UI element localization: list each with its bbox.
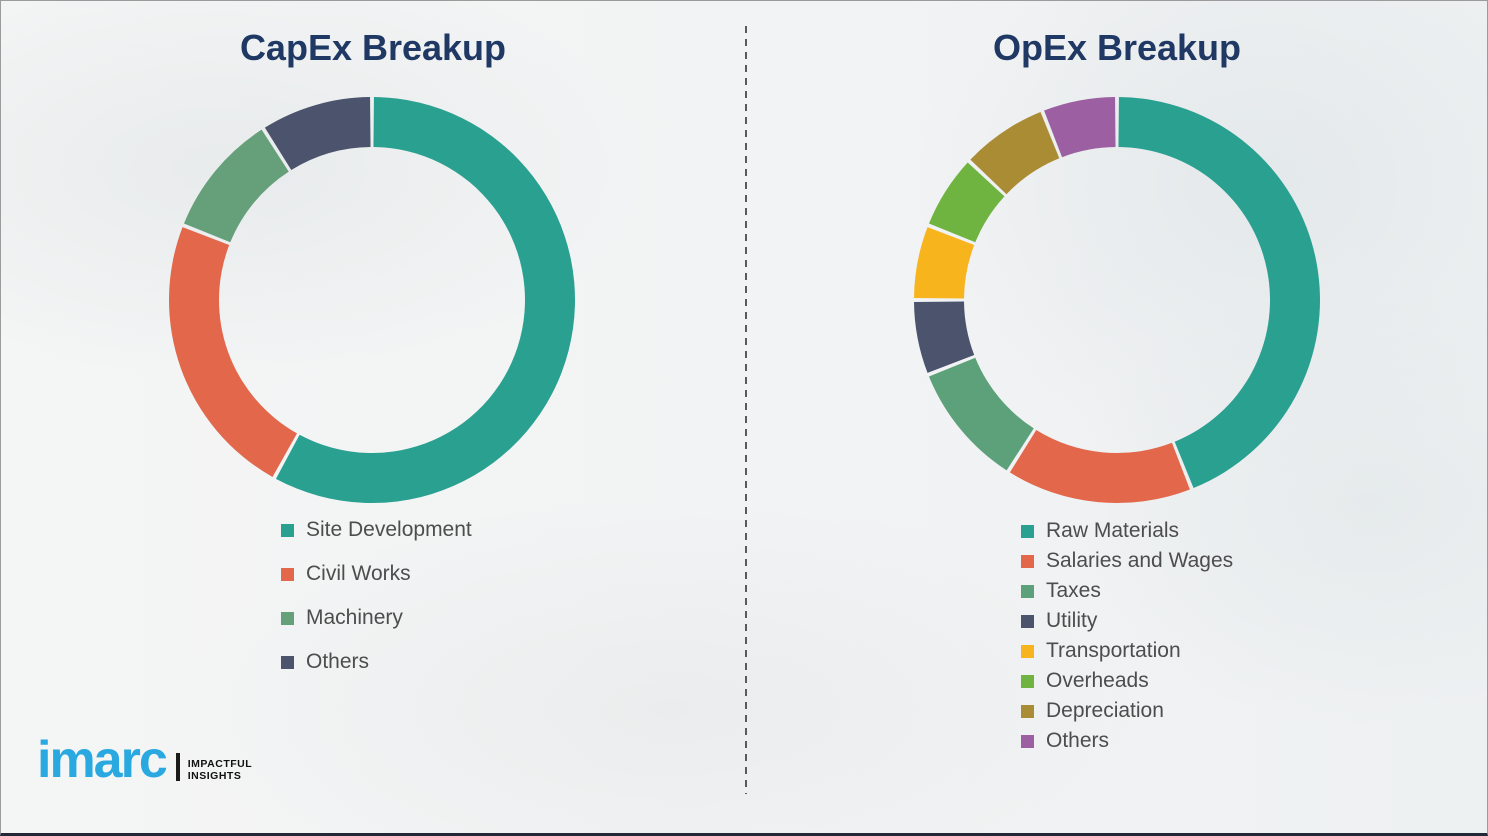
legend-label: Utility	[1046, 609, 1098, 632]
legend-swatch-icon	[1021, 524, 1034, 538]
legend-swatch-icon	[281, 655, 294, 669]
imarc-logo: imarc IMPACTFUL INSIGHTS	[37, 731, 252, 789]
opex-donut-chart	[914, 97, 1321, 503]
donut-segment-civil-works	[169, 227, 298, 477]
capex-title: CapEx Breakup	[239, 27, 507, 68]
legend-swatch-icon	[1021, 674, 1034, 688]
legend-item: Salaries and Wages	[1021, 546, 1233, 576]
donut-segment-depreciation	[970, 111, 1060, 195]
capex-donut-chart	[169, 97, 576, 504]
opex-legend: Raw Materials Salaries and Wages Taxes Util…	[1021, 516, 1233, 756]
legend-swatch-icon	[281, 567, 294, 581]
legend-item: Civil Works	[281, 552, 472, 596]
donut-segment-utility	[914, 301, 975, 373]
legend-item: Site Development	[281, 508, 472, 552]
legend-item: Others	[281, 640, 472, 684]
legend-item: Taxes	[1021, 576, 1233, 606]
legend-item: Others	[1021, 726, 1233, 756]
legend-item: Transportation	[1021, 636, 1233, 666]
donut-segment-transportation	[914, 227, 975, 299]
legend-label: Taxes	[1046, 579, 1101, 602]
opex-title: OpEx Breakup	[992, 27, 1242, 68]
legend-swatch-icon	[1021, 734, 1034, 748]
donut-segment-overheads	[928, 162, 1005, 243]
legend-swatch-icon	[1021, 554, 1034, 568]
donut-segment-taxes	[928, 357, 1034, 471]
legend-item: Machinery	[281, 596, 472, 640]
legend-swatch-icon	[1021, 584, 1034, 598]
legend-label: Others	[1046, 729, 1110, 752]
donut-segment-raw-materials	[1118, 97, 1321, 489]
donut-segment-others	[264, 97, 371, 171]
legend-item: Depreciation	[1021, 696, 1233, 726]
legend-swatch-icon	[1021, 704, 1034, 718]
opex-panel: OpEx Breakup Raw Materials Salaries and W…	[745, 1, 1487, 833]
legend-label: Machinery	[306, 606, 403, 629]
legend-item: Raw Materials	[1021, 516, 1233, 546]
legend-label: Raw Materials	[1046, 519, 1180, 542]
logo-divider-bar	[175, 752, 180, 781]
tagline-line-2: INSIGHTS	[187, 769, 242, 782]
legend-label: Transportation	[1046, 639, 1181, 662]
legend-item: Utility	[1021, 606, 1233, 636]
vertical-dashed-divider	[745, 26, 747, 794]
legend-label: Salaries and Wages	[1046, 549, 1234, 572]
donut-segment-others	[1044, 97, 1116, 158]
legend-label: Overheads	[1046, 669, 1149, 692]
donut-segment-salaries-and-wages	[1009, 429, 1190, 503]
donut-segment-machinery	[183, 129, 289, 243]
legend-swatch-icon	[281, 611, 294, 625]
legend-swatch-icon	[1021, 614, 1034, 628]
legend-label: Depreciation	[1046, 699, 1164, 722]
capex-legend: Site Development Civil Works Machinery Othe…	[281, 508, 472, 684]
legend-swatch-icon	[1021, 644, 1034, 658]
legend-label: Others	[306, 650, 370, 673]
imarc-tagline: IMPACTFUL INSIGHTS	[188, 758, 252, 782]
capex-panel: CapEx Breakup Site Development Civil Work…	[1, 1, 745, 833]
legend-label: Civil Works	[306, 562, 411, 585]
donut-segment-site-development	[275, 97, 576, 504]
legend-item: Overheads	[1021, 666, 1233, 696]
legend-swatch-icon	[281, 523, 294, 537]
legend-label: Site Development	[306, 518, 472, 541]
imarc-logo-text: imarc	[37, 731, 168, 789]
tagline-line-1: IMPACTFUL	[187, 757, 253, 770]
